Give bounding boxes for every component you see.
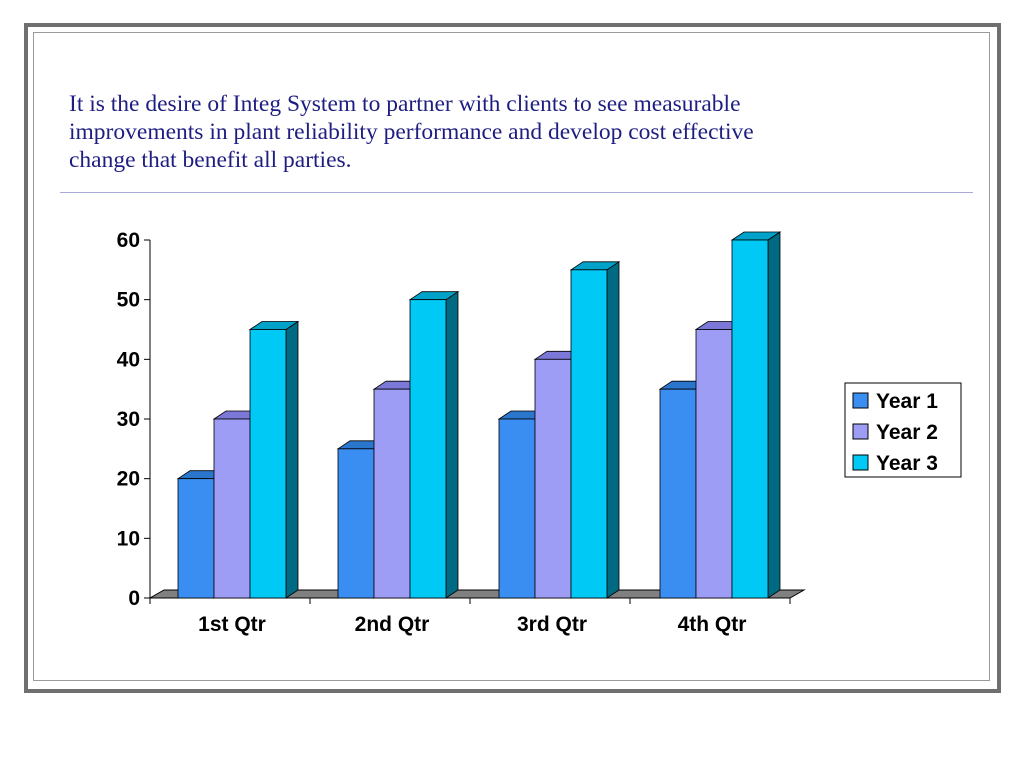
bar-front-face <box>498 418 536 599</box>
bar-front-face <box>373 388 411 599</box>
bar-front-face <box>177 478 215 599</box>
bar-front-face <box>249 329 287 599</box>
bar <box>248 320 300 599</box>
legend-label: Year 3 <box>876 452 938 475</box>
bar-front-face <box>659 388 697 599</box>
legend-swatch <box>852 423 869 440</box>
bar-front-face <box>337 448 375 599</box>
chart-bars <box>176 231 782 599</box>
x-tick-label: 3rd Qtr <box>517 613 587 636</box>
title-divider-rule <box>60 192 973 193</box>
bar-front-face <box>731 239 769 599</box>
bar <box>730 231 782 599</box>
y-tick-label: 0 <box>128 587 140 610</box>
x-tick-label: 2nd Qtr <box>355 613 430 636</box>
chart-legend: Year 1 Year 2 Year 3 <box>844 382 962 478</box>
bar-front-face <box>695 329 733 599</box>
bar-front-face <box>534 358 572 599</box>
bar-side-face <box>767 231 781 599</box>
bar-front-face <box>570 269 608 599</box>
bar-side-face <box>445 290 459 599</box>
slide-title-line-3: change that benefit all parties. <box>69 147 352 173</box>
bar-front-face <box>213 418 251 599</box>
bar-front-face <box>409 299 447 599</box>
slide-title-line-2: improvements in plant reliability perfor… <box>69 119 754 145</box>
y-tick-label: 30 <box>117 408 140 431</box>
x-tick-label: 1st Qtr <box>198 613 266 636</box>
legend-swatch <box>852 392 869 409</box>
x-tick-label: 4th Qtr <box>678 613 747 636</box>
y-tick-label: 40 <box>117 348 140 371</box>
y-tick-label: 20 <box>117 468 140 491</box>
legend-swatch <box>852 454 869 471</box>
y-tick-label: 10 <box>117 527 140 550</box>
y-tick-label: 50 <box>117 289 140 312</box>
slide-title-line-1: It is the desire of Integ System to part… <box>69 91 741 117</box>
bar <box>408 290 460 599</box>
bar <box>569 261 621 599</box>
slide-title: It is the desire of Integ System to part… <box>69 90 949 174</box>
legend-label: Year 1 <box>876 390 938 413</box>
legend-label: Year 2 <box>876 421 938 444</box>
bar-side-face <box>285 320 299 599</box>
y-tick-label: 60 <box>117 229 140 252</box>
bar-side-face <box>606 261 620 599</box>
